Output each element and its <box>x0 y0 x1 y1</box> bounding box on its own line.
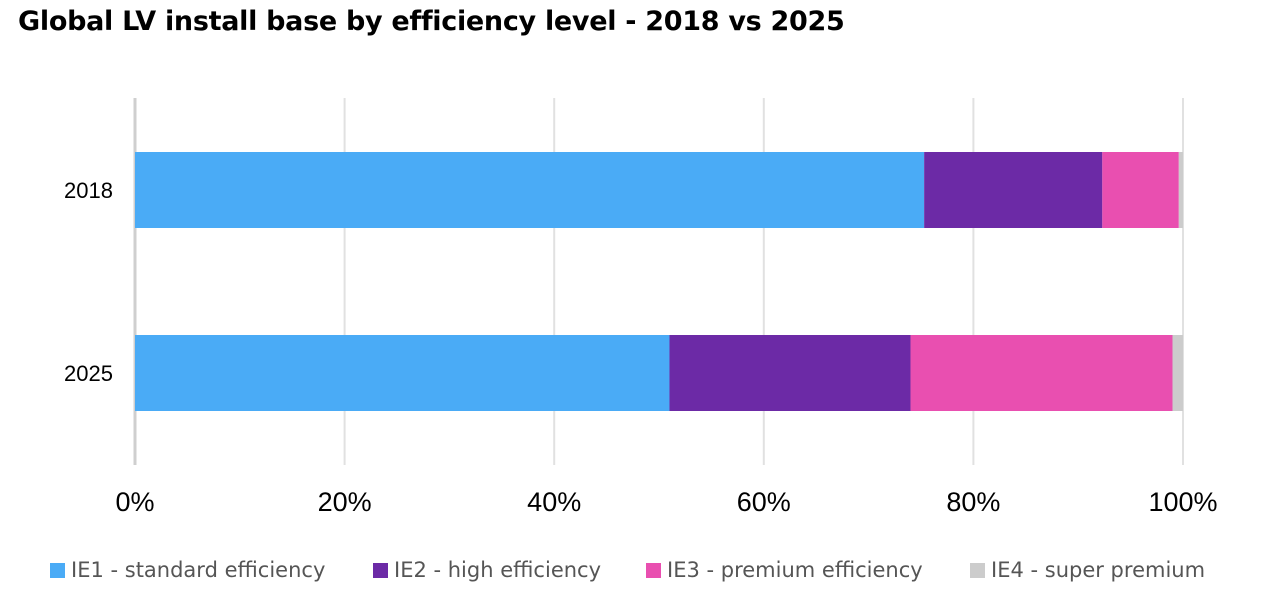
y-category-label-2025: 2025 <box>64 361 113 386</box>
legend-label-ie2: IE2 - high efficiency <box>394 558 602 582</box>
x-tick-label-4: 80% <box>946 487 1000 517</box>
x-tick-label-3: 60% <box>737 487 791 517</box>
bar-2018-series-1 <box>135 152 925 228</box>
chart-plot: 0% 20% 40% 60% 80% 100% 2018 2025 <box>64 98 1218 517</box>
x-tick-label-2: 40% <box>527 487 581 517</box>
chart-title: Global LV install base by efficiency lev… <box>18 6 845 37</box>
bar-2018-series-3 <box>1102 152 1179 228</box>
x-tick-label-5: 100% <box>1148 487 1217 517</box>
bar-2025-series-1 <box>135 335 670 411</box>
legend-swatch-ie1 <box>50 562 65 578</box>
legend-item-ie3: IE3 - premium efficiency <box>646 558 923 582</box>
bar-2025-series-3 <box>910 335 1173 411</box>
legend-swatch-ie3 <box>646 562 661 578</box>
legend-item-ie2: IE2 - high efficiency <box>373 558 601 582</box>
x-tick-label-0: 0% <box>115 487 154 517</box>
legend-item-ie1: IE1 - standard efficiency <box>50 558 325 582</box>
legend-label-ie3: IE3 - premium efficiency <box>667 558 923 582</box>
legend-swatch-ie4 <box>970 562 985 578</box>
bar-2018-series-2 <box>924 152 1103 228</box>
legend-item-ie4: IE4 - super premium <box>970 558 1205 582</box>
legend-label-ie4: IE4 - super premium <box>991 558 1206 582</box>
legend-label-ie1: IE1 - standard efficiency <box>71 558 326 582</box>
chart-legend: IE1 - standard efficiency IE2 - high eff… <box>50 558 1250 588</box>
x-tick-label-1: 20% <box>318 487 372 517</box>
bar-2025-series-2 <box>669 335 911 411</box>
legend-swatch-ie2 <box>373 562 388 578</box>
bar-2018-series-4 <box>1178 152 1183 228</box>
bar-2025-series-4 <box>1172 335 1183 411</box>
y-category-label-2018: 2018 <box>64 178 113 203</box>
